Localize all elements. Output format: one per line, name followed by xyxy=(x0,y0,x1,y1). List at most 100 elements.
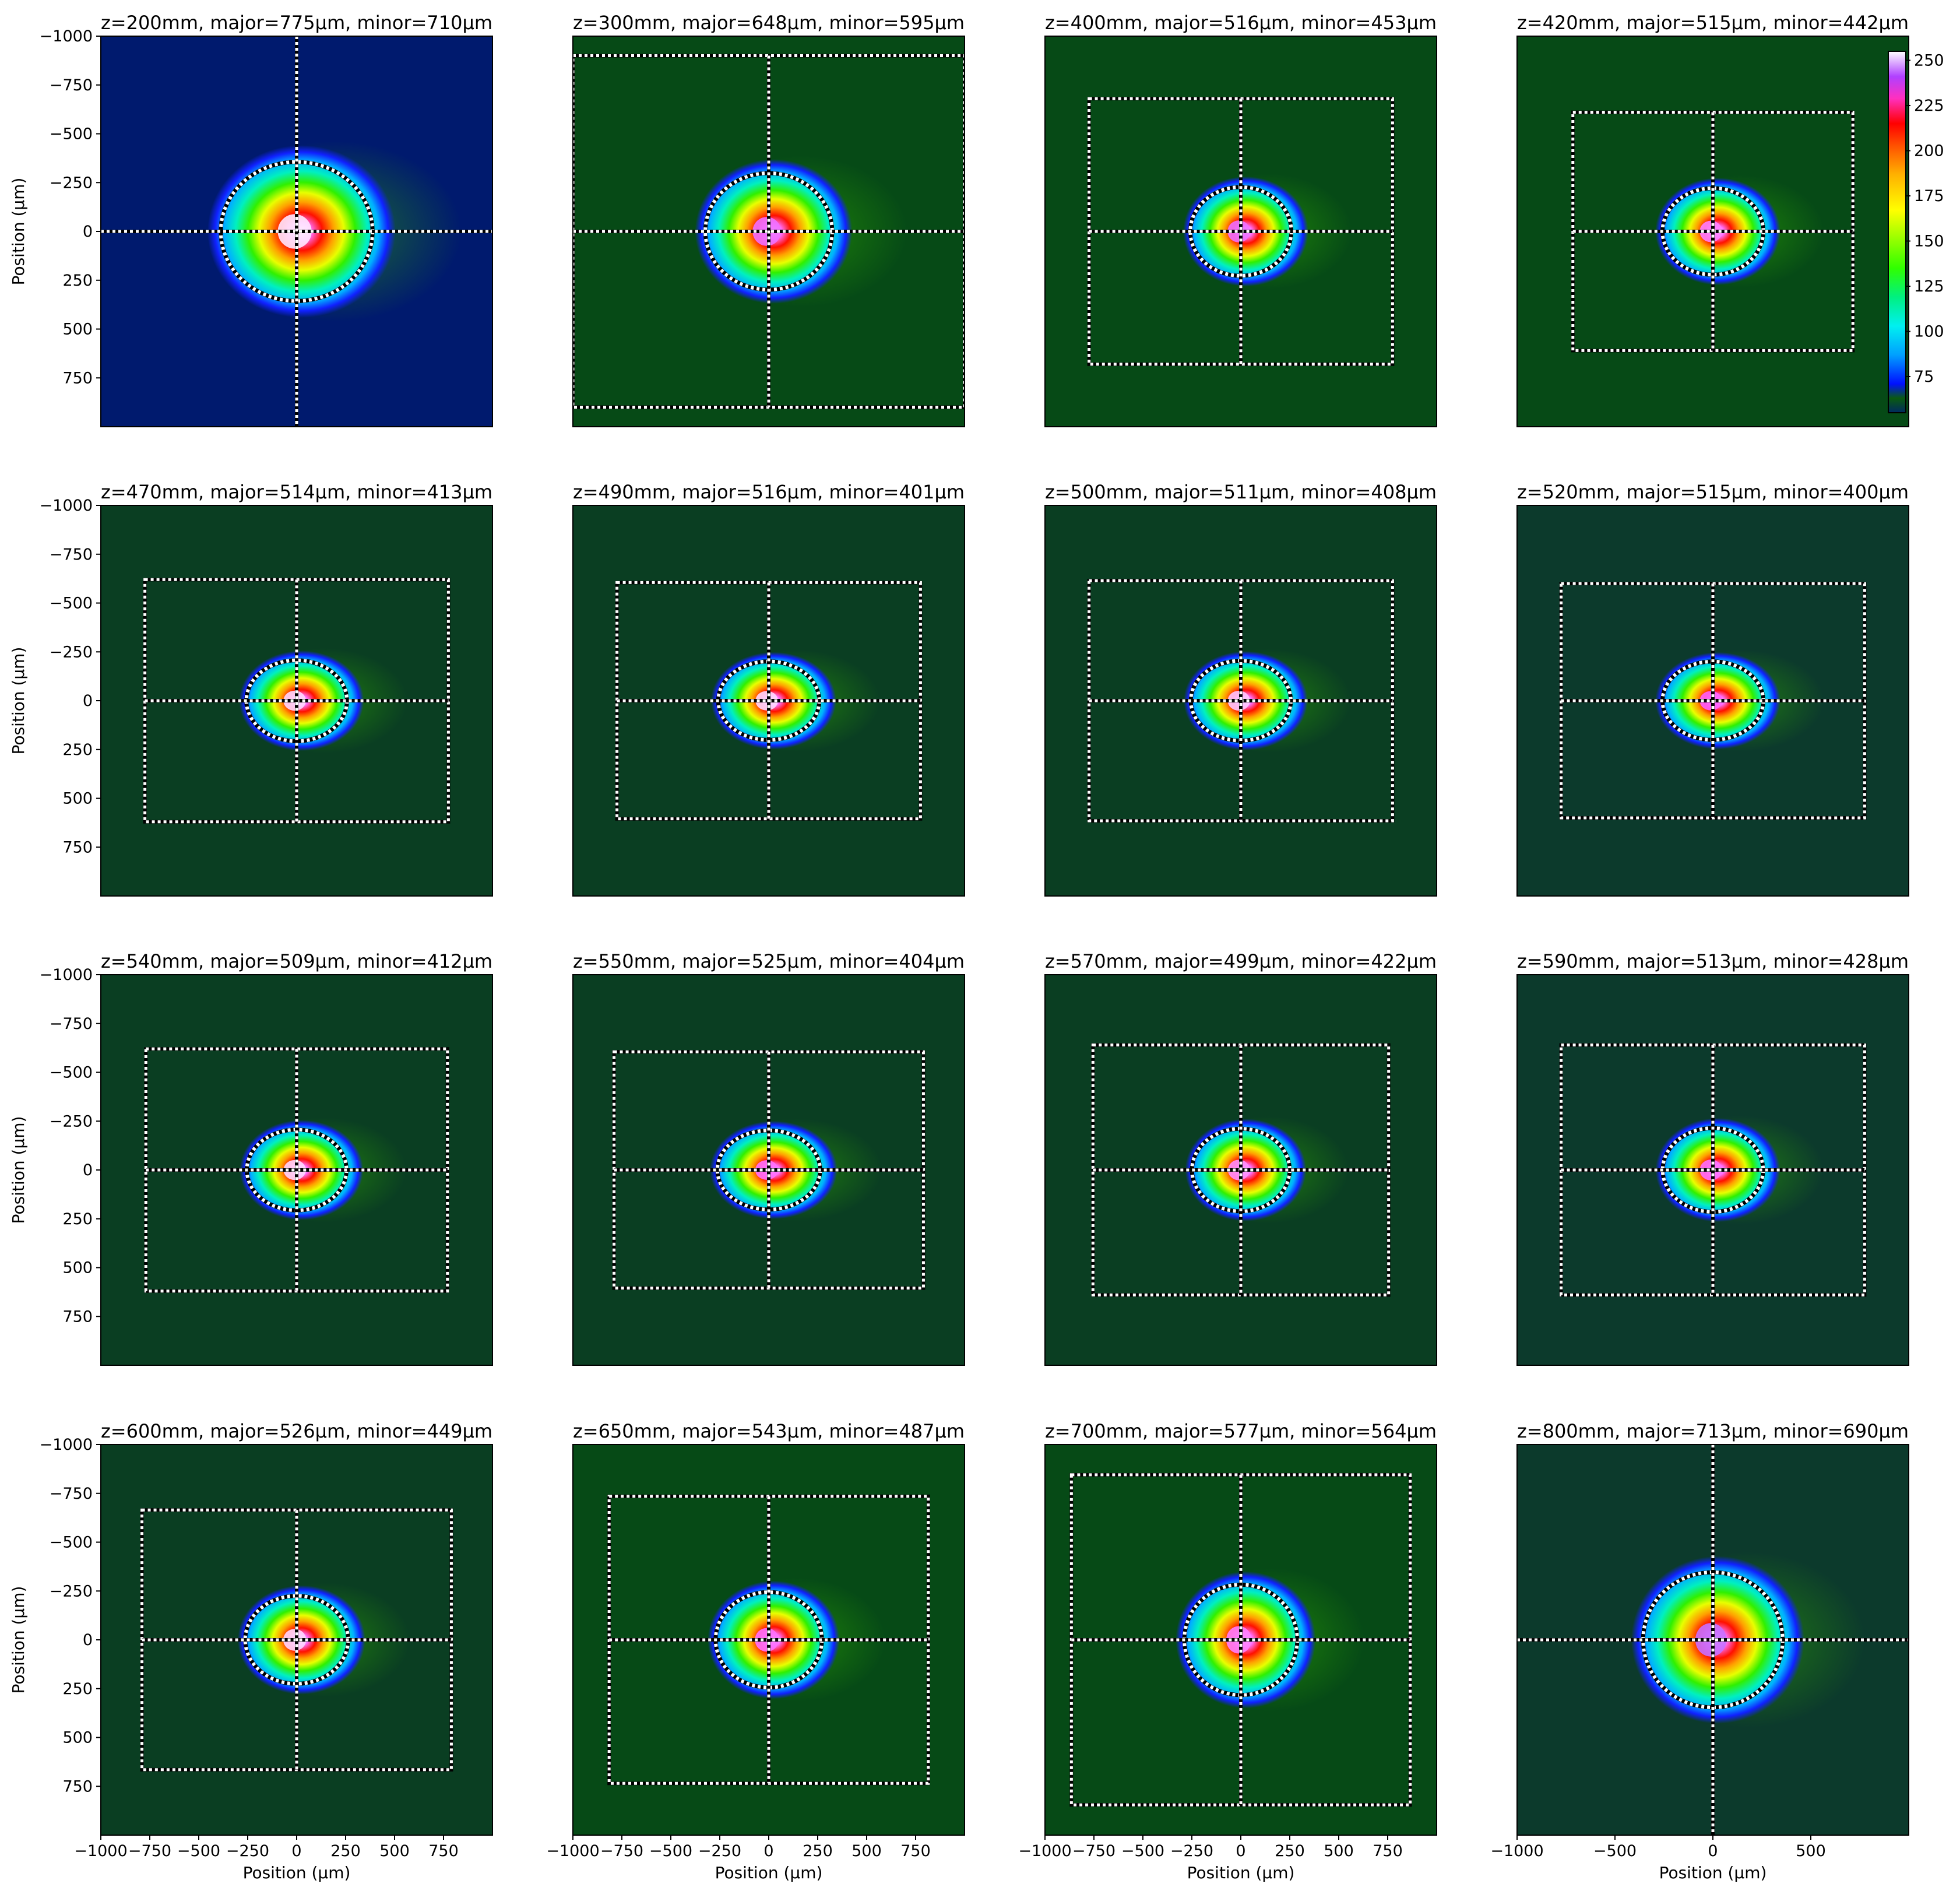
panel-image xyxy=(1045,36,1437,427)
panel-image xyxy=(573,975,965,1365)
x-tick-label: −500 xyxy=(1121,1842,1164,1860)
y-tick-label: −250 xyxy=(50,1112,93,1130)
panel-image xyxy=(1045,1445,1437,1835)
y-tick-label: 500 xyxy=(62,1729,93,1747)
panel-550: z=550mm, major=525µm, minor=404µm xyxy=(572,950,965,1366)
y-tick-label: −1000 xyxy=(40,966,93,984)
panel-title: z=300mm, major=648µm, minor=595µm xyxy=(573,12,965,34)
x-tick-label: 250 xyxy=(330,1842,361,1860)
colorbar-tick-label: 250 xyxy=(1914,52,1944,70)
panel-frame xyxy=(1044,36,1437,427)
panel-470: z=470mm, major=514µm, minor=413µm −1000 −7… xyxy=(9,481,493,897)
panel-title: z=540mm, major=509µm, minor=412µm xyxy=(101,950,492,972)
panel-image xyxy=(101,36,492,427)
x-axis-label: Position (µm) xyxy=(1187,1863,1295,1882)
y-axis-label: Position (µm) xyxy=(9,647,28,755)
colorbar-tick-label: 125 xyxy=(1914,277,1944,296)
panel-image xyxy=(1517,975,1909,1365)
colorbar-tick-label: 150 xyxy=(1914,233,1944,251)
panel-title: z=500mm, major=511µm, minor=408µm xyxy=(1045,481,1437,503)
x-tick-label: 0 xyxy=(763,1842,773,1860)
panel-400: z=400mm, major=516µm, minor=453µm xyxy=(1044,12,1437,427)
x-axis-label: Position (µm) xyxy=(243,1863,351,1882)
panel-image xyxy=(101,975,492,1365)
panel-490: z=490mm, major=516µm, minor=401µm xyxy=(572,481,965,897)
y-tick-label: 0 xyxy=(83,1631,93,1649)
x-tick-label: 750 xyxy=(900,1842,931,1860)
y-tick-label: −250 xyxy=(50,174,93,192)
x-tick-label: −500 xyxy=(649,1842,692,1860)
x-tick-label: 500 xyxy=(851,1842,882,1860)
x-tick-label: 0 xyxy=(291,1842,301,1860)
panel-image xyxy=(1517,505,1909,896)
panel-700: z=700mm, major=577µm, minor=564µm −1000 −7… xyxy=(1018,1420,1437,1882)
y-tick-label: 750 xyxy=(62,1777,93,1795)
x-tick-label: −750 xyxy=(128,1842,171,1860)
panel-title: z=400mm, major=516µm, minor=453µm xyxy=(1045,12,1437,34)
panel-frame xyxy=(1516,36,1909,427)
x-tick-label: −250 xyxy=(698,1842,741,1860)
panel-600: z=600mm, major=526µm, minor=449µm−1000−7… xyxy=(9,1420,493,1882)
colorbar-tick-label: 100 xyxy=(1914,323,1944,341)
x-tick-label: −1000 xyxy=(546,1842,599,1860)
colorbar-tick-label: 175 xyxy=(1914,187,1944,205)
x-tick-label: −1000 xyxy=(74,1842,127,1860)
colorbar-tick-label: 225 xyxy=(1914,97,1944,115)
y-tick-label: −1000 xyxy=(40,1436,93,1454)
x-axis-label: Position (µm) xyxy=(1659,1863,1767,1882)
y-tick-label: 750 xyxy=(62,1308,93,1326)
y-tick-label: −750 xyxy=(50,76,93,94)
panel-590: z=590mm, major=513µm, minor=428µm xyxy=(1516,950,1909,1366)
panel-image xyxy=(573,1445,965,1835)
y-axis-label: Position (µm) xyxy=(9,1116,28,1224)
y-tick-label: −500 xyxy=(50,1064,93,1082)
y-tick-label: 250 xyxy=(62,741,93,759)
y-tick-label: −250 xyxy=(50,643,93,661)
y-tick-label: −750 xyxy=(50,1485,93,1503)
panel-title: z=600mm, major=526µm, minor=449µm xyxy=(101,1420,492,1442)
panel-title: z=490mm, major=516µm, minor=401µm xyxy=(573,481,965,503)
x-tick-label: 750 xyxy=(428,1842,459,1860)
y-tick-label: −1000 xyxy=(40,27,93,45)
colorbar-tick-label: 200 xyxy=(1914,142,1944,160)
panel-title: z=420mm, major=515µm, minor=442µm xyxy=(1517,12,1909,34)
panel-image xyxy=(1045,975,1437,1365)
panel-title: z=700mm, major=577µm, minor=564µm xyxy=(1045,1420,1437,1442)
y-axis-label: Position (µm) xyxy=(9,1586,28,1694)
y-tick-label: 250 xyxy=(62,1210,93,1228)
x-tick-label: −500 xyxy=(1593,1842,1637,1860)
panel-800: z=800mm, major=713µm, minor=690µm −1000 −5… xyxy=(1490,1420,1909,1882)
panel-500: z=500mm, major=511µm, minor=408µm xyxy=(1044,481,1437,897)
panel-frame xyxy=(1516,974,1909,1366)
x-tick-label: 500 xyxy=(379,1842,410,1860)
y-tick-label: 500 xyxy=(62,321,93,339)
panel-image xyxy=(101,505,492,896)
colorbar-tick-label: 75 xyxy=(1914,368,1934,386)
x-tick-label: −250 xyxy=(1170,1842,1213,1860)
y-tick-label: −750 xyxy=(50,546,93,564)
panel-frame xyxy=(572,36,965,427)
panel-frame xyxy=(572,974,965,1366)
panel-frame xyxy=(1516,505,1909,897)
panel-title: z=650mm, major=543µm, minor=487µm xyxy=(573,1420,965,1442)
panel-title: z=590mm, major=513µm, minor=428µm xyxy=(1517,950,1909,972)
y-tick-label: 750 xyxy=(62,838,93,856)
x-tick-label: −250 xyxy=(226,1842,269,1860)
x-tick-label: 0 xyxy=(1708,1842,1718,1860)
y-axis-label: Position (µm) xyxy=(9,178,28,286)
x-tick-label: 750 xyxy=(1373,1842,1403,1860)
panel-frame xyxy=(1044,505,1437,897)
x-tick-label: 0 xyxy=(1236,1842,1245,1860)
panel-540: z=540mm, major=509µm, minor=412µm −1000 −7… xyxy=(9,950,493,1366)
y-tick-label: −250 xyxy=(50,1582,93,1600)
panel-title: z=520mm, major=515µm, minor=400µm xyxy=(1517,481,1909,503)
x-tick-label: −1000 xyxy=(1018,1842,1071,1860)
x-tick-label: 500 xyxy=(1796,1842,1826,1860)
x-tick-label: 250 xyxy=(1275,1842,1305,1860)
colorbar: 75 100 125 150 175 200 225 250 xyxy=(1888,51,1944,413)
panel-image xyxy=(1045,505,1437,896)
panel-title: z=470mm, major=514µm, minor=413µm xyxy=(101,481,492,503)
y-tick-label: 250 xyxy=(62,1680,93,1698)
panel-650: z=650mm, major=543µm, minor=487µm −1000 −7… xyxy=(546,1420,965,1882)
